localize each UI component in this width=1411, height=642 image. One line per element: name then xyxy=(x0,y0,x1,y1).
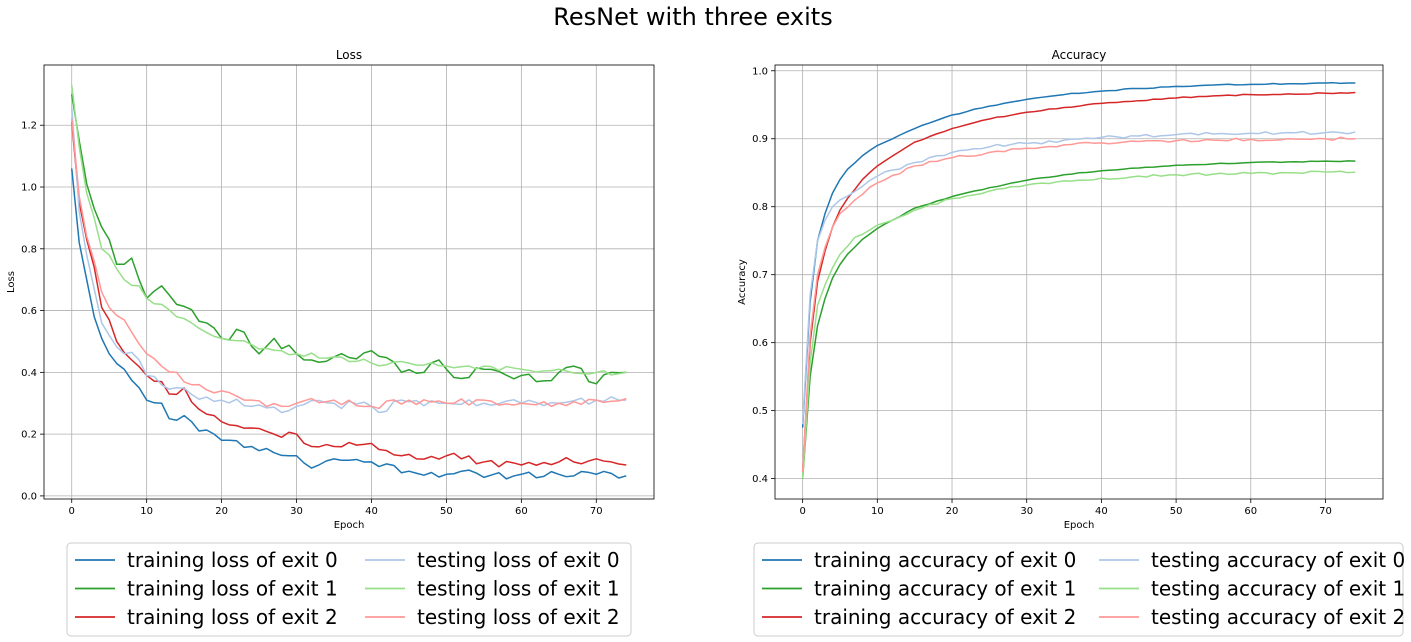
series-line-2 xyxy=(70,122,627,468)
series-line-0 xyxy=(801,81,1356,428)
accuracy-chart: Accuracy 0 10 20 30 40 50 60 70 0.4 0.5 0.6 0.7 0.8 0.… xyxy=(737,48,1384,531)
legend-entry: testing accuracy of exit 2 xyxy=(1151,605,1405,629)
axes-frame xyxy=(774,64,1384,500)
legend-entry: training loss of exit 2 xyxy=(127,605,338,629)
y-tick-label: 0.4 xyxy=(752,474,768,485)
legend-entry: training loss of exit 0 xyxy=(127,548,338,572)
y-tick-label: 0.8 xyxy=(752,202,768,213)
legend-entry: testing accuracy of exit 1 xyxy=(1151,577,1405,601)
legend-entry: testing loss of exit 1 xyxy=(417,577,620,601)
y-tick-label: 0.8 xyxy=(21,244,37,255)
series-line-0 xyxy=(70,168,627,480)
y-tick-label: 0.6 xyxy=(21,306,37,317)
series-line-4 xyxy=(70,84,627,376)
legend-entry: testing accuracy of exit 0 xyxy=(1151,548,1405,572)
y-tick-label: 0.9 xyxy=(752,134,768,145)
y-tick-label: 1.0 xyxy=(21,183,37,194)
legend-entry: training loss of exit 1 xyxy=(127,577,338,601)
legend-entry: training accuracy of exit 0 xyxy=(814,548,1076,572)
y-tick-label: 1.2 xyxy=(21,121,37,132)
figure-suptitle: ResNet with three exits xyxy=(553,3,832,31)
x-tick-label: 60 xyxy=(515,506,528,517)
x-tick-label: 20 xyxy=(946,506,959,517)
legend-entry: training accuracy of exit 1 xyxy=(814,577,1076,601)
series-line-4 xyxy=(801,170,1356,479)
legend-entry: testing loss of exit 0 xyxy=(417,548,620,572)
loss-chart: Loss 0 10 20 30 40 50 60 70 0.0 0.2 0.4 0.6 0.8 1.0 1.2… xyxy=(6,48,655,531)
y-tick-label: 0.7 xyxy=(752,270,768,281)
legend-box xyxy=(66,542,632,637)
axes-frame xyxy=(43,64,655,500)
series-line-2 xyxy=(801,91,1356,472)
x-tick-label: 40 xyxy=(365,506,378,517)
y-axis-label: Accuracy xyxy=(737,259,748,305)
series-line-5 xyxy=(801,136,1356,472)
y-tick-label: 0.6 xyxy=(752,338,768,349)
axes-title: Loss xyxy=(336,48,362,62)
series-line-3 xyxy=(801,130,1356,425)
series-line-1 xyxy=(70,94,627,385)
loss-legend: training loss of exit 0 training loss of … xyxy=(66,542,632,637)
y-tick-label: 1.0 xyxy=(752,66,768,77)
y-tick-label: 0.0 xyxy=(21,491,37,502)
x-tick-label: 30 xyxy=(1020,506,1033,517)
x-tick-label: 60 xyxy=(1244,506,1257,517)
y-tick-label: 0.2 xyxy=(21,430,37,441)
x-axis-label: Epoch xyxy=(1064,520,1095,531)
accuracy-legend: training accuracy of exit 0 training accu… xyxy=(753,542,1405,637)
x-tick-label: 70 xyxy=(1319,506,1332,517)
x-axis-label: Epoch xyxy=(334,520,365,531)
x-tick-label: 50 xyxy=(440,506,453,517)
x-tick-label: 0 xyxy=(799,506,805,517)
legend-entry: training accuracy of exit 2 xyxy=(814,605,1076,629)
x-tick-label: 10 xyxy=(140,506,153,517)
y-axis-label: Loss xyxy=(6,271,17,293)
x-tick-label: 50 xyxy=(1170,506,1183,517)
x-tick-label: 20 xyxy=(215,506,228,517)
axes-title: Accuracy xyxy=(1052,48,1107,62)
legend-entry: testing loss of exit 2 xyxy=(417,605,620,629)
y-tick-label: 0.5 xyxy=(752,406,768,417)
x-tick-label: 40 xyxy=(1095,506,1108,517)
y-tick-label: 0.4 xyxy=(21,368,37,379)
series-line-3 xyxy=(70,106,627,414)
legend-box xyxy=(753,542,1404,637)
x-tick-label: 70 xyxy=(590,506,603,517)
x-tick-label: 10 xyxy=(871,506,884,517)
x-tick-label: 0 xyxy=(69,506,75,517)
series-line-1 xyxy=(801,160,1356,479)
x-tick-label: 30 xyxy=(290,506,303,517)
series-line-5 xyxy=(70,118,627,410)
